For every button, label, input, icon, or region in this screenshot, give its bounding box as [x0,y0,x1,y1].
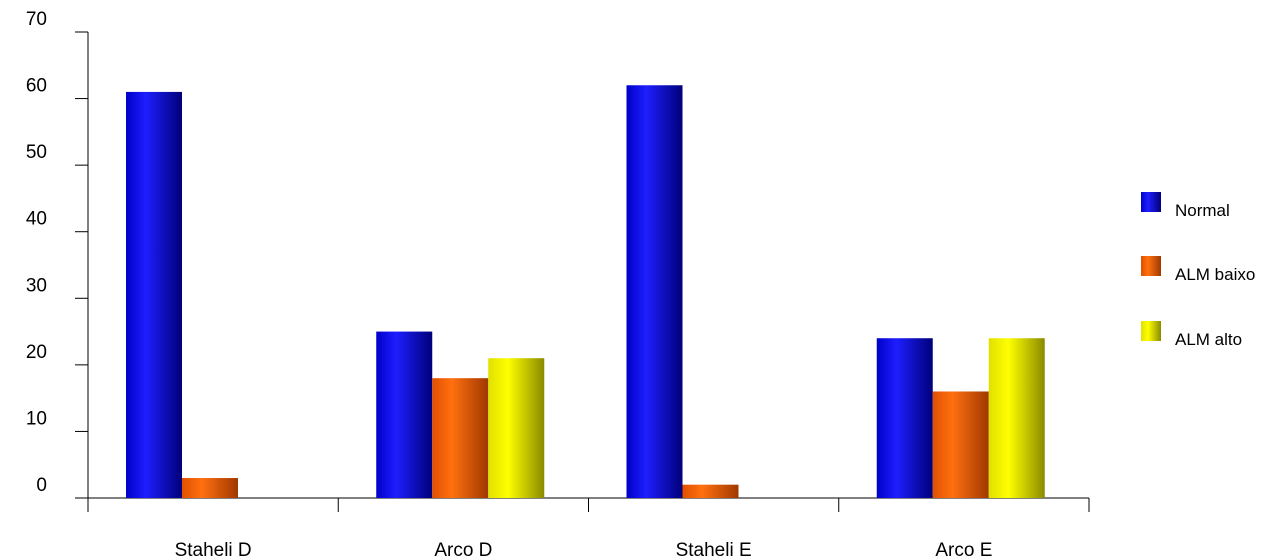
y-tick-label: 40 [26,209,47,230]
x-category-label: Staheli D [175,540,252,558]
bar-alm-baixo [682,484,739,498]
bar-normal [376,331,433,498]
legend-swatch [1141,256,1161,276]
x-axis: Staheli D Arco D Staheli E Arco E [87,497,1090,558]
y-tick-label: 10 [26,408,47,429]
y-tick-label: 20 [26,342,47,363]
bar-alm-baixo [432,378,489,498]
legend-label: Normal [1175,201,1230,220]
y-tick-label: 30 [26,275,47,296]
bar-alm-alto [988,338,1045,498]
x-category-label: Arco E [935,540,992,558]
legend-label: ALM alto [1175,330,1242,349]
y-axis: 0 10 20 30 40 50 60 70 [26,9,89,499]
legend: Normal ALM baixo ALM alto [1141,192,1255,349]
y-tick-label: 70 [26,9,47,30]
bar-alm-alto [488,358,545,498]
x-category-label: Arco D [434,540,492,558]
bar-alm-baixo [182,478,238,498]
bar-normal [876,338,933,498]
bars [126,85,1045,499]
y-tick-label: 60 [26,76,47,97]
bar-alm-baixo [932,391,989,498]
legend-label: ALM baixo [1175,265,1255,284]
legend-swatch [1141,192,1161,212]
bar-normal [626,85,683,498]
y-tick-label: 50 [26,142,47,163]
legend-swatch [1141,321,1161,341]
y-tick-label: 0 [36,475,47,496]
x-category-label: Staheli E [676,540,752,558]
bar-normal [126,91,182,499]
